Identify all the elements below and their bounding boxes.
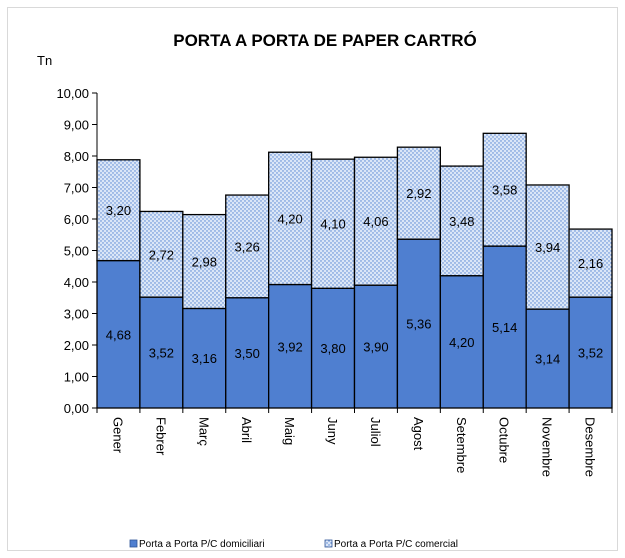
data-label-comercial-1: 2,72	[149, 247, 174, 262]
legend-swatch-domiciliari	[129, 539, 138, 548]
bar-comercial-3	[225, 194, 270, 299]
bar-domiciliari-8	[439, 275, 484, 409]
data-label-comercial-10: 3,94	[535, 240, 560, 255]
legend-swatch-comercial	[324, 539, 333, 548]
data-label-comercial-8: 3,48	[449, 214, 474, 229]
y-tick-label: 8,00	[64, 149, 89, 164]
x-tick-label-5: Juny	[325, 417, 340, 445]
bar-comercial-10	[525, 184, 570, 310]
legend-label-domiciliari: Porta a Porta P/C domiciliari	[139, 539, 265, 550]
bar-comercial-11	[568, 228, 613, 298]
data-label-domiciliari-7: 5,36	[406, 317, 431, 332]
y-axis-label: Tn	[37, 53, 52, 68]
bar-domiciliari-7	[396, 238, 441, 409]
y-tick-label: 3,00	[64, 307, 89, 322]
bar-comercial-9	[482, 132, 527, 247]
bar-comercial-5	[310, 158, 356, 289]
data-label-comercial-0: 3,20	[106, 203, 131, 218]
x-tick-label-2: Març	[196, 417, 211, 446]
bar-domiciliari-5	[310, 287, 356, 409]
y-tick-label: 9,00	[64, 118, 89, 133]
data-label-comercial-3: 3,26	[235, 239, 260, 254]
legend: Porta a Porta P/C domiciliari Porta a Po…	[129, 539, 458, 550]
y-tick-label: 7,00	[64, 181, 89, 196]
x-tick-label-1: Febrer	[153, 417, 168, 456]
data-label-comercial-5: 4,10	[320, 217, 345, 232]
data-label-comercial-6: 4,06	[363, 214, 388, 229]
x-tick-label-7: Agost	[411, 417, 426, 451]
data-label-comercial-9: 3,58	[492, 183, 517, 198]
legend-label-comercial: Porta a Porta P/C comercial	[334, 539, 458, 550]
y-tick-label: 2,00	[64, 338, 89, 353]
y-tick-label: 4,00	[64, 275, 89, 290]
chart-title: PORTA A PORTA DE PAPER CARTRÓ	[173, 31, 477, 50]
data-label-domiciliari-11: 3,52	[578, 346, 603, 361]
x-axis: Gener Febrer Març Abril Maig Juny Juliol Agost S…	[96, 407, 613, 477]
data-label-comercial-4: 4,20	[277, 211, 302, 226]
y-tick-label: 0,00	[64, 401, 89, 416]
data-label-comercial-7: 2,92	[406, 186, 431, 201]
bar-comercial-2	[182, 213, 227, 310]
bar-domiciliari-0	[96, 259, 141, 409]
x-tick-label-0: Gener	[110, 417, 125, 454]
bar-domiciliari-11	[568, 296, 613, 409]
x-tick-label-4: Maig	[282, 417, 297, 445]
bar-comercial-8	[439, 165, 484, 277]
y-tick-label: 5,00	[64, 244, 89, 259]
x-tick-label-3: Abril	[239, 417, 254, 443]
data-label-domiciliari-4: 3,92	[277, 339, 302, 354]
data-labels-group: 4,68 3,20 3,52 2,72 3,16 2,98 3,50 3,26 3,92 4,20…	[106, 183, 603, 367]
data-label-domiciliari-1: 3,52	[149, 346, 174, 361]
bar-domiciliari-9	[482, 245, 527, 409]
data-label-comercial-11: 2,16	[578, 256, 603, 271]
y-tick-label: 10,00	[56, 86, 89, 101]
x-tick-label-10: Novembre	[540, 417, 555, 477]
data-label-domiciliari-0: 4,68	[106, 327, 131, 342]
bar-domiciliari-2	[182, 307, 227, 409]
bar-domiciliari-4	[268, 283, 313, 409]
bars-group	[96, 132, 613, 409]
y-tick-label: 1,00	[64, 370, 89, 385]
x-tick-label-6: Juliol	[368, 417, 383, 447]
y-tick-label: 6,00	[64, 212, 89, 227]
x-tick-label-8: Setembre	[454, 417, 469, 473]
x-tick-label-11: Desembre	[583, 417, 598, 477]
bar-comercial-7	[396, 146, 441, 240]
data-label-domiciliari-6: 3,90	[363, 340, 388, 355]
data-label-domiciliari-8: 4,20	[449, 335, 474, 350]
x-tick-label-9: Octubre	[497, 417, 512, 463]
data-label-comercial-2: 2,98	[192, 255, 217, 270]
data-label-domiciliari-3: 3,50	[235, 346, 260, 361]
data-label-domiciliari-10: 3,14	[535, 352, 560, 367]
bar-comercial-1	[139, 210, 184, 298]
data-label-domiciliari-9: 5,14	[492, 320, 517, 335]
y-axis: 0,00 1,00 2,00 3,00 4,00 5,00 6,00 7,00 8,00 9,00…	[56, 86, 98, 416]
bar-comercial-0	[96, 159, 141, 262]
data-label-domiciliari-5: 3,80	[320, 341, 345, 356]
bar-domiciliari-3	[225, 297, 270, 409]
data-label-domiciliari-2: 3,16	[192, 351, 217, 366]
